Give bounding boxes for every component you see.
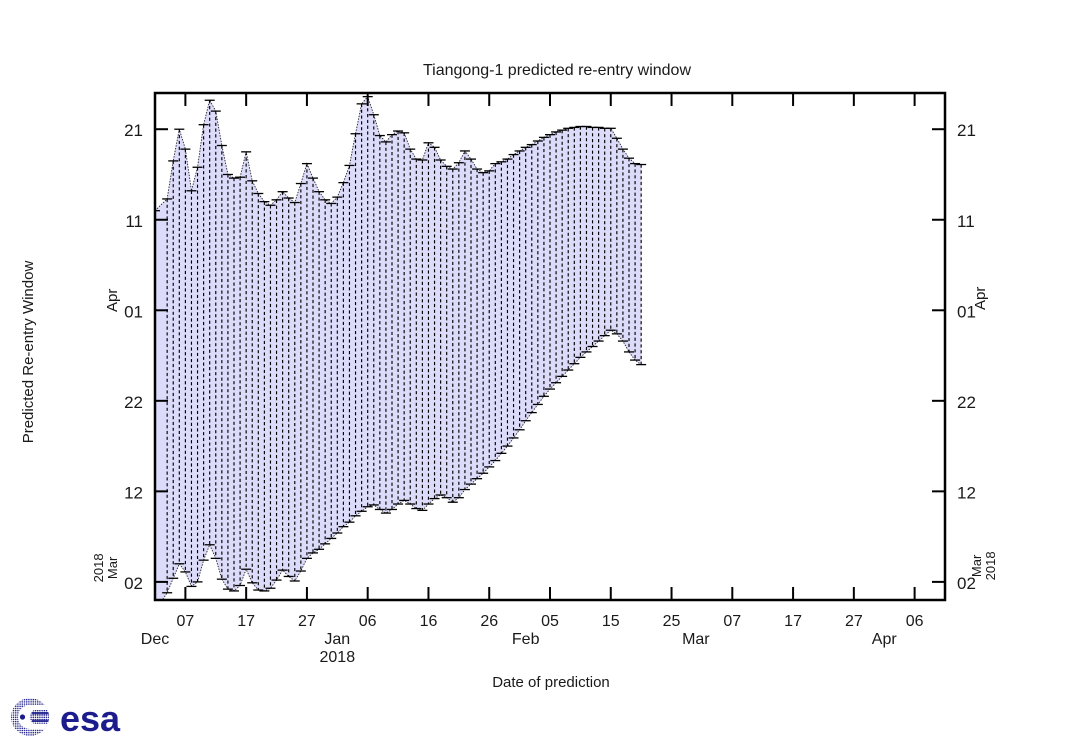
x-tick-label: 17 (784, 613, 802, 630)
x-tick-label: 17 (237, 613, 255, 630)
x-tick-label: 16 (420, 613, 438, 630)
y-tick-label-left: 02 (124, 574, 143, 593)
plot-area (155, 95, 647, 600)
x-year-label: 2018 (320, 649, 356, 666)
x-tick-label: 26 (480, 613, 498, 630)
y-left-year: 2018 (91, 553, 106, 582)
x-month-label: Jan (324, 631, 350, 648)
x-month-label: Apr (872, 631, 898, 648)
y-tick-label-left: 22 (124, 393, 143, 412)
x-tick-label: 06 (906, 613, 924, 630)
y-left-month-apr: Apr (104, 289, 121, 312)
esa-wordmark: esa (60, 698, 121, 739)
y-tick-label-left: 12 (124, 483, 143, 502)
y-tick-label-right: 11 (957, 212, 975, 231)
y-tick-label-right: 01 (957, 302, 976, 321)
y-tick-label-left: 01 (124, 302, 143, 321)
y-tick-label-right: 22 (957, 393, 976, 412)
x-tick-label: 15 (602, 613, 620, 630)
lower-bound-outline (161, 329, 642, 600)
x-axis-label: Date of prediction (492, 674, 610, 691)
x-month-label: Mar (682, 631, 710, 648)
y-tick-label-right: 02 (957, 574, 976, 593)
y-right-month-apr: Apr (972, 287, 989, 310)
x-tick-label: 27 (298, 613, 316, 630)
axis-ticks (155, 93, 945, 600)
y-tick-label-left: 21 (124, 121, 143, 140)
y-right-year: 2018 (983, 551, 998, 580)
x-tick-label: 06 (359, 613, 377, 630)
y-left-month-mar: Mar (105, 556, 120, 579)
y-tick-label-left: 11 (125, 212, 143, 231)
chart-title: Tiangong-1 predicted re-entry window (423, 62, 691, 79)
y-tick-label-right: 12 (957, 483, 976, 502)
x-tick-label: 07 (723, 613, 741, 630)
x-tick-label: 25 (663, 613, 681, 630)
x-month-label: Feb (512, 631, 540, 648)
error-bars (155, 95, 647, 600)
x-month-label: Dec (141, 631, 169, 648)
x-tick-label: 07 (176, 613, 194, 630)
y-tick-label-right: 21 (957, 121, 976, 140)
y-axis-label: Predicted Re-entry Window (20, 261, 37, 444)
x-tick-label: 27 (845, 613, 863, 630)
esa-globe-icon (11, 698, 49, 736)
x-tick-label: 05 (541, 613, 559, 630)
y-right-month-mar: Mar (969, 554, 984, 577)
esa-logo: esa (11, 698, 121, 739)
